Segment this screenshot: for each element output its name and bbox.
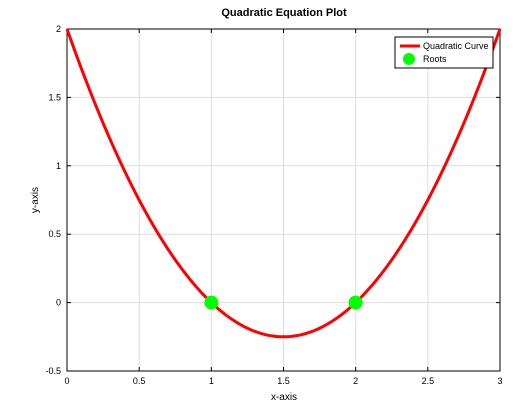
chart-title: Quadratic Equation Plot: [221, 7, 347, 19]
x-axis-label: x-axis: [271, 392, 297, 403]
x-tick-label: 2.5: [422, 376, 435, 386]
x-tick-label: 0.5: [133, 376, 146, 386]
legend: Quadratic Curve Roots: [394, 36, 494, 69]
x-tick-label: 1: [209, 376, 214, 386]
legend-dot-swatch: [403, 53, 415, 65]
axis-ticks: 0 0.5 1 1.5 2 2.5 3-0.500.511.52: [45, 24, 502, 386]
legend-label-quadratic-curve: Quadratic Curve: [423, 41, 489, 51]
series-line-quadratic-curve: [65, 28, 502, 339]
y-tick-label: 1: [56, 161, 61, 171]
x-tick-label: 2: [353, 376, 358, 386]
y-tick-label: 1.5: [48, 92, 61, 102]
legend-label-roots: Roots: [423, 54, 447, 64]
y-axis-label: y-axis: [30, 187, 41, 213]
series-layer: [65, 28, 502, 339]
x-tick-label: 0: [64, 376, 69, 386]
y-tick-label: -0.5: [45, 366, 61, 376]
y-tick-label: 0: [56, 298, 61, 308]
x-tick-label: 1.5: [277, 376, 290, 386]
x-tick-label: 3: [497, 376, 502, 386]
y-tick-label: 2: [56, 24, 61, 34]
root-point: [348, 295, 363, 310]
y-tick-label: 0.5: [48, 229, 61, 239]
root-point: [204, 295, 219, 310]
grid: [66, 28, 501, 372]
